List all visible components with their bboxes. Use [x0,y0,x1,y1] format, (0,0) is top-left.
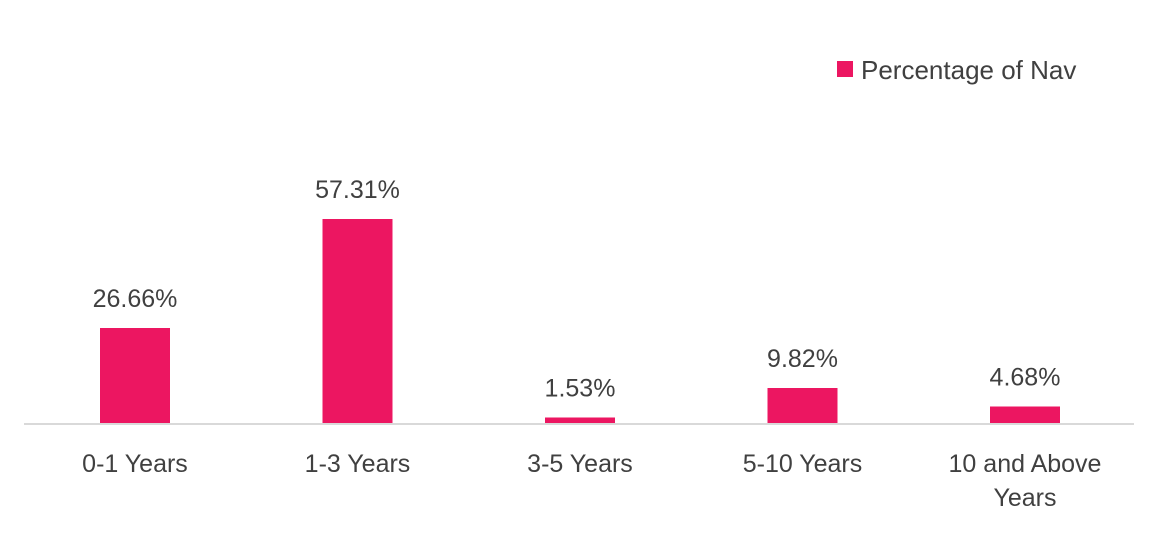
bars [100,219,1060,423]
data-labels: 26.66% 57.31% 1.53% 9.82% 4.68% [93,176,1061,403]
x-tick-label-3: 5-10 Years [743,450,863,478]
bar-2 [545,417,615,423]
legend-label: Percentage of Nav [861,55,1076,85]
legend-swatch [837,61,853,77]
data-label-0: 26.66% [93,285,178,313]
data-label-2: 1.53% [545,375,616,403]
bar-1 [322,219,393,423]
x-tick-label-2: 3-5 Years [527,450,633,478]
x-tick-labels: 0-1 Years 1-3 Years 3-5 Years 5-10 Years 10 … [82,450,1101,512]
legend: Percentage of Nav [837,55,1076,85]
data-label-3: 9.82% [767,345,838,373]
bar-0 [100,328,170,423]
bar-3 [767,388,838,423]
data-label-4: 4.68% [990,363,1061,391]
x-tick-label-0: 0-1 Years [82,450,188,478]
data-label-1: 57.31% [315,176,400,204]
x-tick-label-1: 1-3 Years [305,450,411,478]
x-tick-label-4: 10 and Above Years [949,450,1102,512]
bar-4 [990,406,1060,423]
